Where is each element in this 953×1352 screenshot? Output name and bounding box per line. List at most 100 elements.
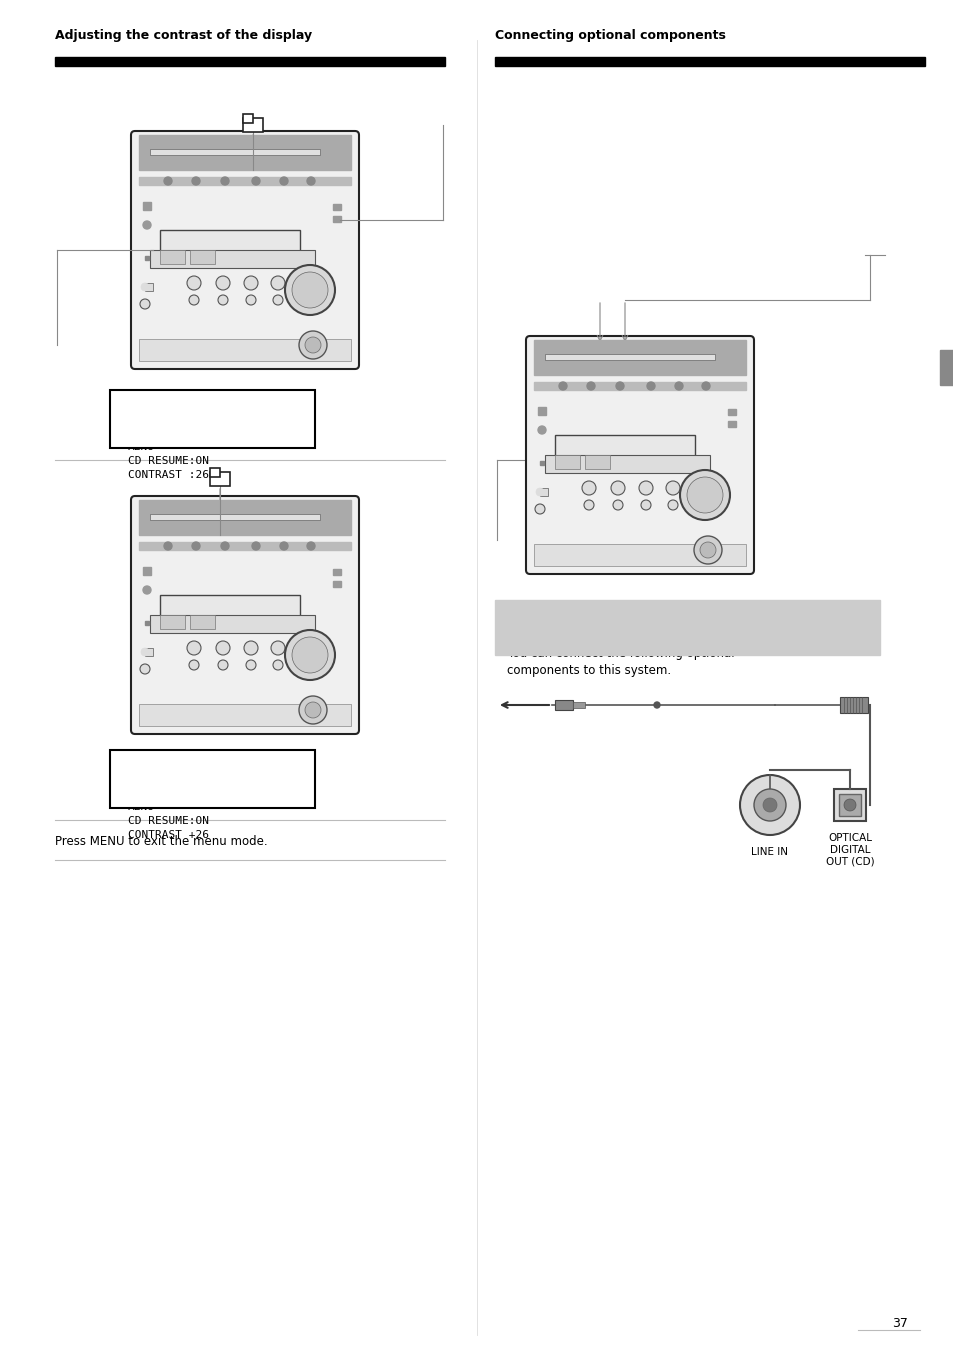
Text: You can connect the following optional
components to this system.: You can connect the following optional c… xyxy=(506,648,734,677)
Text: Press MENU to exit the menu mode.: Press MENU to exit the menu mode. xyxy=(55,836,268,848)
Circle shape xyxy=(218,660,228,671)
Circle shape xyxy=(141,648,149,656)
Bar xyxy=(555,435,695,470)
Bar xyxy=(150,514,319,521)
Bar xyxy=(534,383,745,389)
Circle shape xyxy=(613,500,622,510)
Bar xyxy=(55,57,444,66)
Bar xyxy=(160,230,299,265)
Circle shape xyxy=(740,775,800,836)
Circle shape xyxy=(143,220,151,228)
Circle shape xyxy=(535,504,544,514)
Circle shape xyxy=(640,500,650,510)
Circle shape xyxy=(558,383,566,389)
Bar xyxy=(145,648,152,656)
Bar xyxy=(143,201,151,210)
Circle shape xyxy=(285,265,335,315)
Bar xyxy=(190,615,214,629)
Circle shape xyxy=(675,383,682,389)
Bar xyxy=(150,615,314,633)
Circle shape xyxy=(221,542,229,550)
Circle shape xyxy=(221,177,229,185)
Circle shape xyxy=(610,481,624,495)
Text: MENU
CD RESUME:ON
CONTRAST +26: MENU CD RESUME:ON CONTRAST +26 xyxy=(128,802,209,840)
Circle shape xyxy=(187,641,201,654)
Circle shape xyxy=(192,177,200,185)
Circle shape xyxy=(143,585,151,594)
Bar xyxy=(210,468,220,477)
Circle shape xyxy=(298,696,327,725)
Circle shape xyxy=(298,331,327,360)
Bar xyxy=(544,354,714,360)
Circle shape xyxy=(273,660,283,671)
Bar xyxy=(145,283,152,291)
Bar xyxy=(838,794,861,817)
Bar xyxy=(150,250,314,268)
Bar xyxy=(333,204,340,210)
Bar xyxy=(139,339,351,361)
Circle shape xyxy=(679,470,729,521)
Bar xyxy=(840,698,867,713)
Circle shape xyxy=(616,383,623,389)
Circle shape xyxy=(246,295,255,306)
Bar xyxy=(333,581,340,587)
Circle shape xyxy=(187,276,201,289)
Circle shape xyxy=(164,542,172,550)
Circle shape xyxy=(273,295,283,306)
Circle shape xyxy=(762,798,776,813)
Text: OPTICAL
DIGITAL
OUT (CD): OPTICAL DIGITAL OUT (CD) xyxy=(825,833,873,867)
Circle shape xyxy=(292,272,328,308)
Bar xyxy=(139,704,351,726)
Bar xyxy=(555,456,579,469)
Bar xyxy=(333,216,340,222)
Circle shape xyxy=(639,481,652,495)
FancyBboxPatch shape xyxy=(525,337,753,575)
Circle shape xyxy=(537,426,545,434)
Circle shape xyxy=(252,542,260,550)
Bar xyxy=(537,407,545,415)
Circle shape xyxy=(215,641,230,654)
Bar xyxy=(495,600,879,654)
FancyBboxPatch shape xyxy=(131,131,358,369)
Text: ///: /// xyxy=(243,773,252,781)
Bar xyxy=(243,118,263,132)
Circle shape xyxy=(305,337,320,353)
Bar xyxy=(333,569,340,575)
Circle shape xyxy=(581,481,596,495)
Text: Connecting optional components: Connecting optional components xyxy=(495,28,725,42)
Bar xyxy=(544,456,709,473)
Bar xyxy=(573,702,584,708)
Bar xyxy=(160,595,299,630)
Bar xyxy=(584,456,609,469)
Circle shape xyxy=(665,481,679,495)
Bar xyxy=(190,250,214,264)
Text: Adjusting the contrast of the display: Adjusting the contrast of the display xyxy=(55,28,312,42)
Circle shape xyxy=(646,383,655,389)
Circle shape xyxy=(280,542,288,550)
Bar xyxy=(139,542,351,550)
Circle shape xyxy=(700,542,716,558)
Circle shape xyxy=(583,500,594,510)
Text: LINE IN: LINE IN xyxy=(751,846,788,857)
Circle shape xyxy=(244,641,257,654)
Bar xyxy=(534,544,745,566)
Bar xyxy=(555,700,573,710)
Circle shape xyxy=(271,276,285,289)
Bar xyxy=(243,114,253,123)
Circle shape xyxy=(192,542,200,550)
Bar xyxy=(150,149,319,155)
Bar xyxy=(727,410,735,415)
Circle shape xyxy=(307,177,314,185)
Bar xyxy=(539,461,543,465)
Circle shape xyxy=(252,177,260,185)
Bar xyxy=(139,135,351,170)
Circle shape xyxy=(686,477,722,512)
Bar xyxy=(139,177,351,185)
Circle shape xyxy=(536,488,543,496)
Circle shape xyxy=(307,542,314,550)
Circle shape xyxy=(701,383,709,389)
Bar xyxy=(110,389,314,448)
Bar xyxy=(210,472,230,485)
Circle shape xyxy=(654,702,659,708)
Circle shape xyxy=(244,276,257,289)
